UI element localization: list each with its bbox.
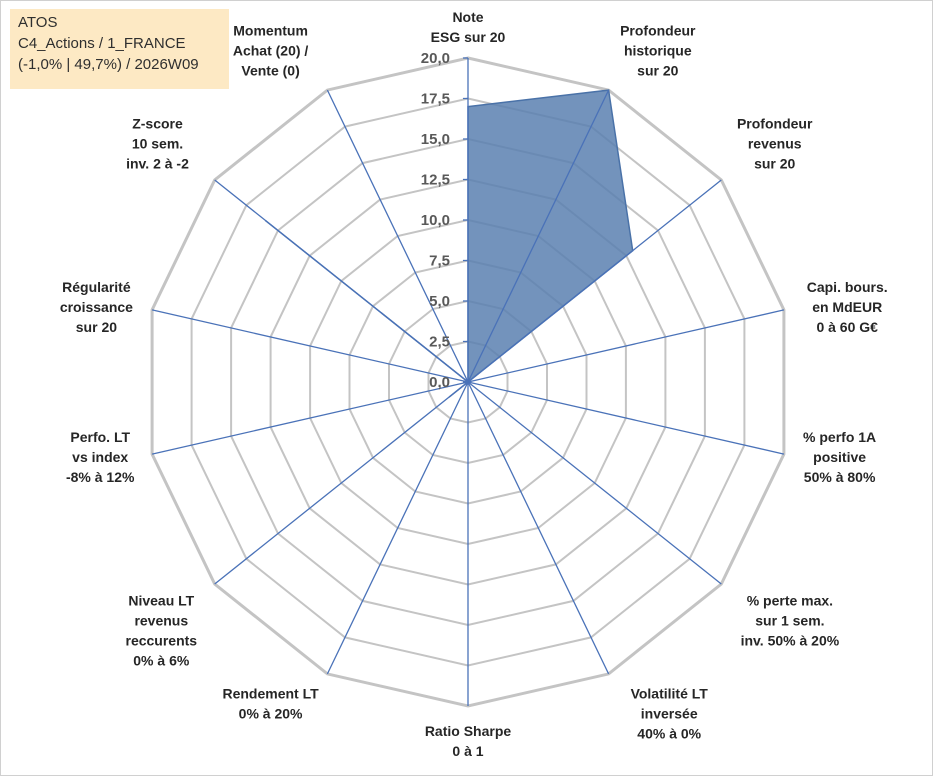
spoke-3: [467, 309, 785, 383]
axis-label-10: Perfo. LT vs index -8% à 12%: [66, 429, 135, 485]
tick-label: 5,0: [429, 293, 450, 310]
info-title: ATOS: [18, 14, 58, 31]
spoke-8: [326, 381, 469, 675]
tick-label: 15,0: [421, 131, 450, 148]
spoke-2: [467, 179, 722, 383]
axis-label-7: Ratio Sharpe 0 à 1: [425, 723, 512, 759]
tick-label: 10,0: [421, 212, 450, 229]
spoke-10: [151, 381, 469, 455]
tick-label: 7,5: [429, 253, 450, 270]
axis-label-11: Régularité croissance sur 20: [60, 279, 133, 335]
spoke-13: [326, 89, 469, 383]
spoke-9: [214, 381, 469, 585]
axis-label-4: % perfo 1A positive 50% à 80%: [803, 429, 876, 485]
info-stats: (-1,0% | 49,7%) / 2026W09: [18, 56, 199, 73]
tick-label: 17,5: [421, 91, 450, 108]
axis-label-3: Capi. bours. en MdEUR 0 à 60 G€: [807, 279, 888, 335]
spoke-1: [467, 89, 610, 383]
axis-label-1: Profondeur historique sur 20: [620, 22, 696, 78]
axis-label-9: Niveau LT revenus reccurents 0% à 6%: [126, 593, 198, 669]
spoke-5: [467, 381, 722, 585]
spoke-6: [467, 381, 610, 675]
info-category: C4_Actions / 1_FRANCE: [18, 35, 186, 52]
axis-label-6: Volatilité LT inversée 40% à 0%: [631, 686, 709, 742]
tick-label: 20,0: [421, 50, 450, 67]
axis-label-12: Z-score 10 sem. inv. 2 à -2: [126, 116, 189, 172]
axis-label-8: Rendement LT 0% à 20%: [222, 686, 319, 722]
label-layer: Note ESG sur 20 Profondeur historique sur 20…: [60, 9, 888, 759]
info-box: ATOS C4_Actions / 1_FRANCE (-1,0% | 49,7…: [10, 9, 229, 89]
axis-label-2: Profondeur revenus sur 20: [737, 116, 813, 172]
spoke-4: [467, 381, 785, 455]
axis-label-13: Momentum Achat (20) / Vente (0): [233, 22, 309, 78]
spoke-12: [214, 179, 469, 383]
tick-label: 0,0: [429, 374, 450, 391]
axis-label-5: % perte max. sur 1 sem. inv. 50% à 20%: [741, 593, 840, 649]
axis-label-0: Note ESG sur 20: [431, 9, 506, 45]
tick-layer: 0,0 2,5 5,0 7,5 10,0 12,5 15,0 17,5 20,0: [421, 50, 468, 391]
tick-label: 2,5: [429, 334, 450, 351]
spoke-11: [151, 309, 469, 383]
tick-label: 12,5: [421, 172, 450, 189]
